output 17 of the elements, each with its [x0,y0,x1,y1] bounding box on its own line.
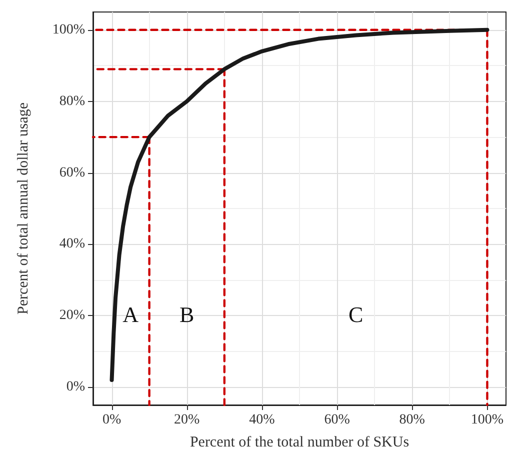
annotation: B [180,302,194,328]
y-tick-label: 40% [59,236,86,252]
y-tick-label: 20% [59,308,86,324]
x-tick-label: 100% [470,412,504,428]
annotation: C [348,302,364,328]
y-tick-label: 60% [59,165,86,180]
x-tick-label: 0% [102,412,122,428]
x-tick-label: 60% [324,412,350,428]
x-tick-label: 40% [249,412,276,428]
y-axis-title: Percent of total annual dollar usage [16,102,32,315]
x-axis-title: Percent of the total number of SKUs [190,434,410,450]
y-tick-label: 80% [59,94,86,109]
y-tick-label: 0% [66,380,86,395]
x-tick-label: 80% [399,412,426,428]
x-tick-label: 20% [174,412,200,428]
annotation: A [122,302,139,328]
y-tick-label: 100% [52,22,86,38]
